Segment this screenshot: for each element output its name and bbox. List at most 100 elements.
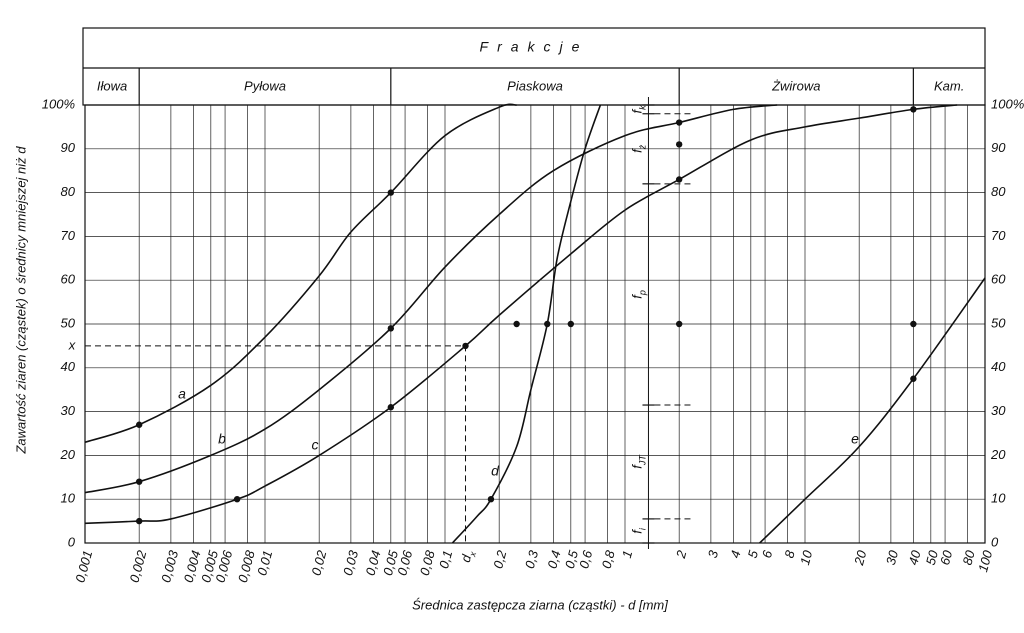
data-point — [675, 119, 683, 126]
x-tick-label: 6 — [759, 548, 776, 560]
y-axis-label: Zawartość ziaren (cząstek) o średnicy mn… — [13, 146, 28, 455]
curve — [451, 104, 602, 544]
y-tick-label: 20 — [60, 447, 76, 462]
data-point — [135, 517, 143, 525]
y-tick-label-right: 70 — [991, 228, 1006, 243]
bracket-label-main: f — [630, 108, 645, 113]
data-point — [487, 496, 495, 503]
plot-frame — [84, 104, 986, 544]
curve — [759, 277, 986, 544]
x-tick-label: 60 — [937, 548, 955, 567]
curve-label: b — [218, 431, 226, 447]
x-tick-label: 0,002 — [126, 548, 149, 584]
x-tick-label: 0,1 — [436, 549, 455, 570]
y-tick-label-right: 50 — [991, 315, 1006, 330]
y-tick-label: 0 — [68, 534, 76, 549]
curve — [84, 104, 778, 494]
x-tick-label: 1 — [619, 549, 635, 560]
y-tick-label: 100% — [42, 96, 75, 111]
data-point — [910, 320, 917, 328]
y-tick-label: 10 — [61, 491, 76, 506]
bracket-label: fż — [630, 144, 648, 153]
x-tick-label: 0,001 — [72, 549, 95, 584]
y-tick-label-right: 40 — [991, 359, 1006, 374]
curve — [84, 103, 517, 444]
x-tick-label: 50 — [923, 548, 941, 567]
data-point — [675, 176, 683, 183]
y-tick-label: 80 — [61, 184, 76, 199]
x-axis-label: Średnica zastępcza ziarna (cząstki) - d … — [412, 597, 668, 612]
bracket-label: fp — [630, 290, 648, 299]
x-tick-label: 0,01 — [254, 549, 275, 577]
x-tick-label: 10 — [797, 548, 815, 567]
x-tick-label: 0,04 — [363, 549, 384, 577]
x-tick-label: 0,05 — [380, 548, 401, 577]
fraction-label: Piaskowa — [507, 78, 563, 93]
x-tick-label: 20 — [851, 548, 870, 568]
y-tick-label: 40 — [61, 359, 76, 374]
x-tick-label: 0,5 — [562, 548, 581, 570]
bracket-label-main: f — [630, 294, 645, 299]
data-point — [567, 320, 575, 328]
curve — [84, 104, 958, 525]
y-tick-label-right: 0 — [991, 534, 999, 549]
curve-label: c — [312, 437, 319, 453]
y-tick-label-right: 60 — [991, 272, 1006, 287]
data-point — [462, 342, 469, 350]
x-tick-label: 0,8 — [599, 548, 618, 570]
bracket-label-sub: ż — [638, 144, 648, 150]
data-point — [233, 496, 241, 503]
data-point — [387, 325, 395, 332]
y-tick-label-right: 10 — [991, 491, 1006, 506]
fraction-label: Iłowa — [97, 78, 127, 93]
x-tick-label: 8 — [781, 548, 798, 560]
x-tick-label: 5 — [745, 548, 762, 560]
bracket-label-main: f — [630, 529, 645, 534]
x-tick-label: 30 — [883, 548, 901, 567]
x-tick-label: 0,4 — [544, 549, 563, 570]
bracket-label-sub: i — [638, 527, 648, 530]
data-point — [544, 320, 551, 328]
guide-tick-sub: x — [467, 550, 478, 558]
bracket-label: fJT — [630, 454, 648, 469]
y-tick-label-right: 80 — [991, 184, 1006, 199]
x-tick-label: 0,02 — [308, 548, 329, 577]
data-point — [513, 320, 520, 328]
guide-line — [85, 345, 467, 543]
curve-label: e — [851, 431, 859, 447]
y-tick-label: 60 — [61, 272, 76, 287]
fraction-label: Pyłowa — [244, 78, 286, 93]
x-tick-label: 0,3 — [522, 548, 541, 570]
fraction-label: Kam. — [934, 78, 964, 93]
guide-label: x — [68, 337, 76, 352]
x-tick-label: 0,6 — [576, 548, 595, 570]
data-point — [910, 375, 917, 382]
x-tick-label: 3 — [705, 548, 722, 560]
bracket-label-sub: p — [638, 290, 648, 296]
x-tick-label: 0,06 — [394, 548, 415, 577]
y-tick-label-right: 20 — [990, 447, 1006, 462]
bracket-label-sub: k — [638, 105, 648, 110]
x-tick-label: 80 — [960, 548, 978, 567]
data-point — [910, 106, 917, 113]
x-tick-label: 0,2 — [490, 548, 509, 570]
bracket-label-main: f — [630, 148, 645, 153]
data-point — [135, 421, 143, 428]
data-point — [675, 320, 683, 328]
y-tick-label: 70 — [61, 228, 76, 243]
y-tick-label: 90 — [61, 140, 76, 155]
guide-tick-main: d — [458, 552, 475, 564]
x-tick-label: 0,03 — [340, 548, 361, 577]
data-point — [675, 141, 683, 148]
y-tick-label-right: 30 — [991, 403, 1006, 418]
y-tick-label: 50 — [61, 315, 76, 330]
bracket-label-main: f — [630, 464, 645, 469]
data-point — [387, 189, 395, 196]
x-tick-label: 4 — [727, 549, 743, 560]
y-tick-label-right: 100% — [991, 96, 1024, 111]
curve-label: a — [178, 386, 186, 402]
bracket-label-sub: JT — [638, 454, 648, 467]
guide-tick-label: dx — [458, 548, 478, 564]
